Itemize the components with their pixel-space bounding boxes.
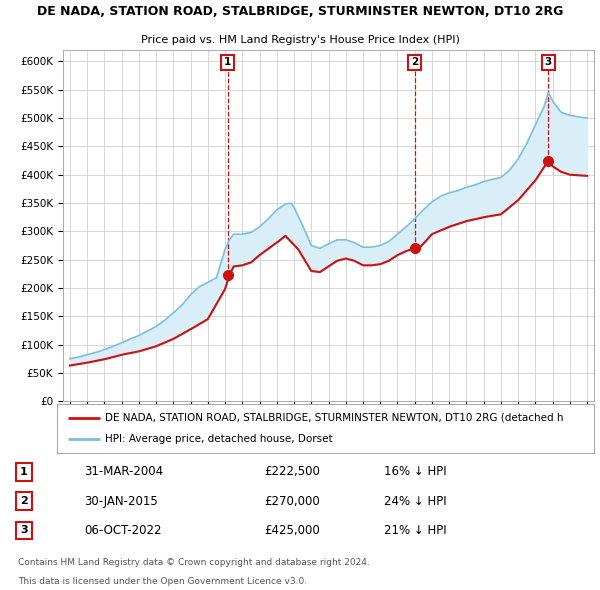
Text: DE NADA, STATION ROAD, STALBRIDGE, STURMINSTER NEWTON, DT10 2RG: DE NADA, STATION ROAD, STALBRIDGE, STURM…: [37, 5, 563, 18]
Text: DE NADA, STATION ROAD, STALBRIDGE, STURMINSTER NEWTON, DT10 2RG (detached h: DE NADA, STATION ROAD, STALBRIDGE, STURM…: [106, 412, 564, 422]
Text: 31-MAR-2004: 31-MAR-2004: [84, 466, 163, 478]
Text: 06-OCT-2022: 06-OCT-2022: [84, 524, 161, 537]
Text: 2: 2: [20, 496, 28, 506]
Text: 3: 3: [20, 526, 28, 536]
Text: This data is licensed under the Open Government Licence v3.0.: This data is licensed under the Open Gov…: [18, 577, 307, 586]
Text: 16% ↓ HPI: 16% ↓ HPI: [384, 466, 446, 478]
Text: Contains HM Land Registry data © Crown copyright and database right 2024.: Contains HM Land Registry data © Crown c…: [18, 558, 370, 566]
Text: £222,500: £222,500: [264, 466, 320, 478]
Text: 30-JAN-2015: 30-JAN-2015: [84, 494, 158, 508]
Text: 24% ↓ HPI: 24% ↓ HPI: [384, 494, 446, 508]
Text: Price paid vs. HM Land Registry's House Price Index (HPI): Price paid vs. HM Land Registry's House …: [140, 35, 460, 45]
Text: 1: 1: [20, 467, 28, 477]
Text: 3: 3: [545, 57, 552, 67]
Text: 1: 1: [224, 57, 232, 67]
Text: £425,000: £425,000: [264, 524, 320, 537]
Text: £270,000: £270,000: [264, 494, 320, 508]
Text: HPI: Average price, detached house, Dorset: HPI: Average price, detached house, Dors…: [106, 434, 333, 444]
Text: 2: 2: [411, 57, 418, 67]
Text: 21% ↓ HPI: 21% ↓ HPI: [384, 524, 446, 537]
